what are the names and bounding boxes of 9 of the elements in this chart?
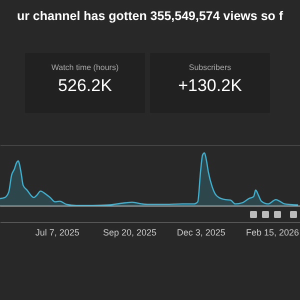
- chart-title: ur channel has gotten 355,549,574 views so f: [16, 9, 284, 23]
- x-tick-label: Feb 15, 2026: [246, 228, 300, 238]
- text: +130.2K: [177, 76, 243, 96]
- x-tick-label: Dec 3, 2025: [176, 228, 226, 238]
- text: 526.2K: [57, 76, 113, 96]
- x-tick-label: Sep 20, 2025: [102, 228, 157, 238]
- x-tick-label: Jul 7, 2025: [35, 228, 80, 238]
- text: Subscribers: [188, 63, 232, 72]
- text: Watch time (hours): [50, 63, 120, 72]
